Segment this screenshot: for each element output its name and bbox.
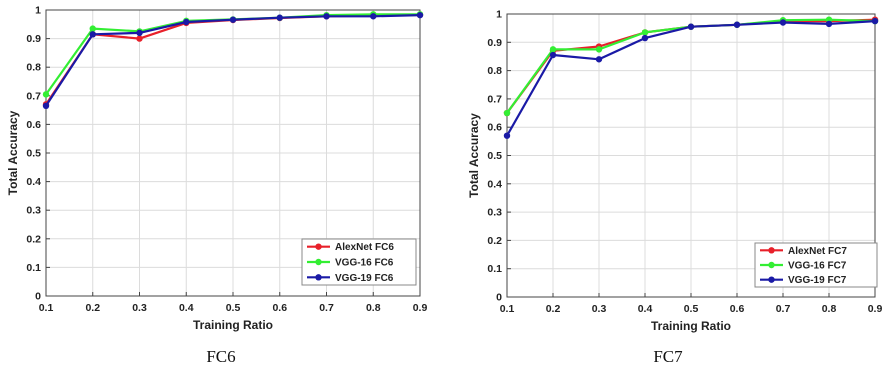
data-point-vgg-16-fc7 [595, 46, 603, 53]
data-point-vgg-16-fc7 [503, 109, 511, 117]
data-point-alexnet-fc6 [136, 35, 143, 42]
legend-label: VGG-19 FC7 [788, 275, 847, 286]
y-axis-label: Total Accuracy [467, 113, 481, 198]
x-tick-label: 0.3 [132, 302, 147, 314]
y-tick-label: 0.2 [26, 233, 41, 245]
x-tick-label: 0.9 [413, 302, 428, 314]
legend-label: VGG-19 FC6 [335, 273, 394, 284]
x-tick-label: 0.7 [776, 303, 791, 315]
data-point-vgg-16-fc6 [89, 25, 96, 32]
data-point-vgg-16-fc6 [42, 91, 50, 98]
x-tick-label: 0.8 [366, 302, 381, 314]
y-tick-label: 0.7 [26, 90, 41, 102]
legend-label: AlexNet FC7 [788, 246, 847, 257]
data-point-vgg-19-fc7 [595, 56, 603, 63]
y-axis-label: Total Accuracy [6, 110, 20, 195]
x-tick-label: 0.5 [226, 302, 241, 314]
y-tick-label: 1 [496, 9, 502, 21]
legend-swatch-marker [315, 274, 322, 281]
data-point-vgg-19-fc7 [641, 34, 649, 42]
x-axis-label: Training Ratio [651, 319, 731, 333]
y-tick-label: 0.3 [487, 207, 502, 219]
x-tick-label: 0.1 [500, 303, 515, 315]
data-point-vgg-19-fc6 [42, 102, 50, 110]
legend-label: VGG-16 FC7 [788, 261, 847, 272]
data-point-vgg-19-fc7 [871, 17, 879, 25]
data-point-vgg-16-fc7 [549, 46, 557, 53]
figure-caption: FC6 [206, 347, 235, 366]
legend-label: AlexNet FC6 [335, 242, 394, 253]
y-tick-label: 0.5 [26, 148, 41, 160]
y-tick-label: 0.4 [26, 176, 41, 188]
data-point-vgg-19-fc7 [733, 21, 741, 28]
data-point-vgg-19-fc6 [370, 13, 377, 20]
x-tick-label: 0.5 [684, 303, 699, 315]
x-tick-label: 0.9 [868, 303, 883, 315]
legend-swatch-marker [768, 276, 775, 283]
chart-fc6: 00.10.20.30.40.50.60.70.80.910.1 0.2 0.3 0.… [6, 5, 428, 367]
x-tick-label: 0.4 [638, 303, 653, 315]
legend-swatch-marker [768, 247, 775, 254]
data-point-vgg-19-fc7 [687, 23, 695, 30]
x-tick-label: 0.2 [85, 302, 100, 314]
x-tick-label: 0.3 [592, 303, 607, 315]
x-tick-label: 0.7 [319, 302, 334, 314]
chart-fc7: 00.10.20.30.40.50.60.70.80.910.1 0.2 0.3 0.… [467, 9, 883, 367]
data-point-vgg-19-fc6 [183, 18, 190, 26]
y-tick-label: 0.9 [487, 37, 502, 49]
data-point-vgg-19-fc7 [503, 132, 511, 139]
data-point-vgg-19-fc6 [136, 29, 143, 37]
y-tick-label: 0.8 [26, 62, 41, 74]
x-tick-label: 0.1 [39, 302, 54, 314]
y-tick-label: 0.8 [487, 65, 502, 77]
data-point-vgg-19-fc6 [89, 31, 96, 38]
y-tick-label: 0 [35, 291, 41, 303]
chart-panel-fc7: 0 0.1 0.2 0.3 0.4 0.5 0.6 0.7 0.8 0.9 1 0.1 0.2 0.3 0.… [442, 0, 884, 374]
data-point-vgg-19-fc7 [549, 51, 557, 59]
figure-caption: FC7 [653, 347, 683, 366]
data-point-vgg-19-fc6 [416, 11, 424, 19]
data-point-vgg-19-fc6 [229, 16, 237, 23]
y-tick-label: 0.1 [26, 262, 41, 274]
y-tick-label: 0.1 [487, 263, 502, 275]
y-tick-label: 0 [496, 292, 502, 304]
y-tick-label: 0.7 [487, 93, 502, 105]
y-tick-label: 1 [35, 5, 41, 17]
legend-swatch-marker [768, 261, 775, 269]
chart-panel-fc6: 0 0.1 0.2 0.3 0.4 0.5 0.6 0.7 0.8 0.9 1 0.1 0.2 0.3 0.… [6, 5, 428, 367]
data-point-vgg-19-fc6 [276, 14, 283, 21]
x-tick-label: 0.2 [546, 303, 561, 315]
y-tick-label: 0.6 [26, 119, 41, 131]
data-point-vgg-16-fc7 [641, 29, 649, 36]
y-tick-label: 0.9 [26, 33, 41, 45]
y-tick-label: 0.4 [487, 178, 502, 190]
y-tick-label: 0.5 [487, 150, 502, 162]
legend-label: VGG-16 FC6 [335, 258, 394, 269]
legend-swatch-marker [315, 243, 322, 250]
y-tick-label: 0.3 [26, 205, 41, 217]
data-point-vgg-19-fc7 [825, 20, 833, 28]
x-tick-label: 0.6 [730, 303, 745, 315]
x-tick-label: 0.6 [272, 302, 287, 314]
x-axis-label: Training Ratio [193, 318, 273, 332]
data-point-vgg-19-fc7 [779, 19, 787, 26]
legend-swatch-marker [315, 258, 322, 266]
x-tick-label: 0.8 [822, 303, 837, 315]
data-point-vgg-19-fc6 [323, 13, 330, 20]
x-tick-label: 0.4 [179, 302, 194, 314]
y-tick-label: 0.6 [487, 122, 502, 134]
y-tick-label: 0.2 [487, 235, 502, 247]
